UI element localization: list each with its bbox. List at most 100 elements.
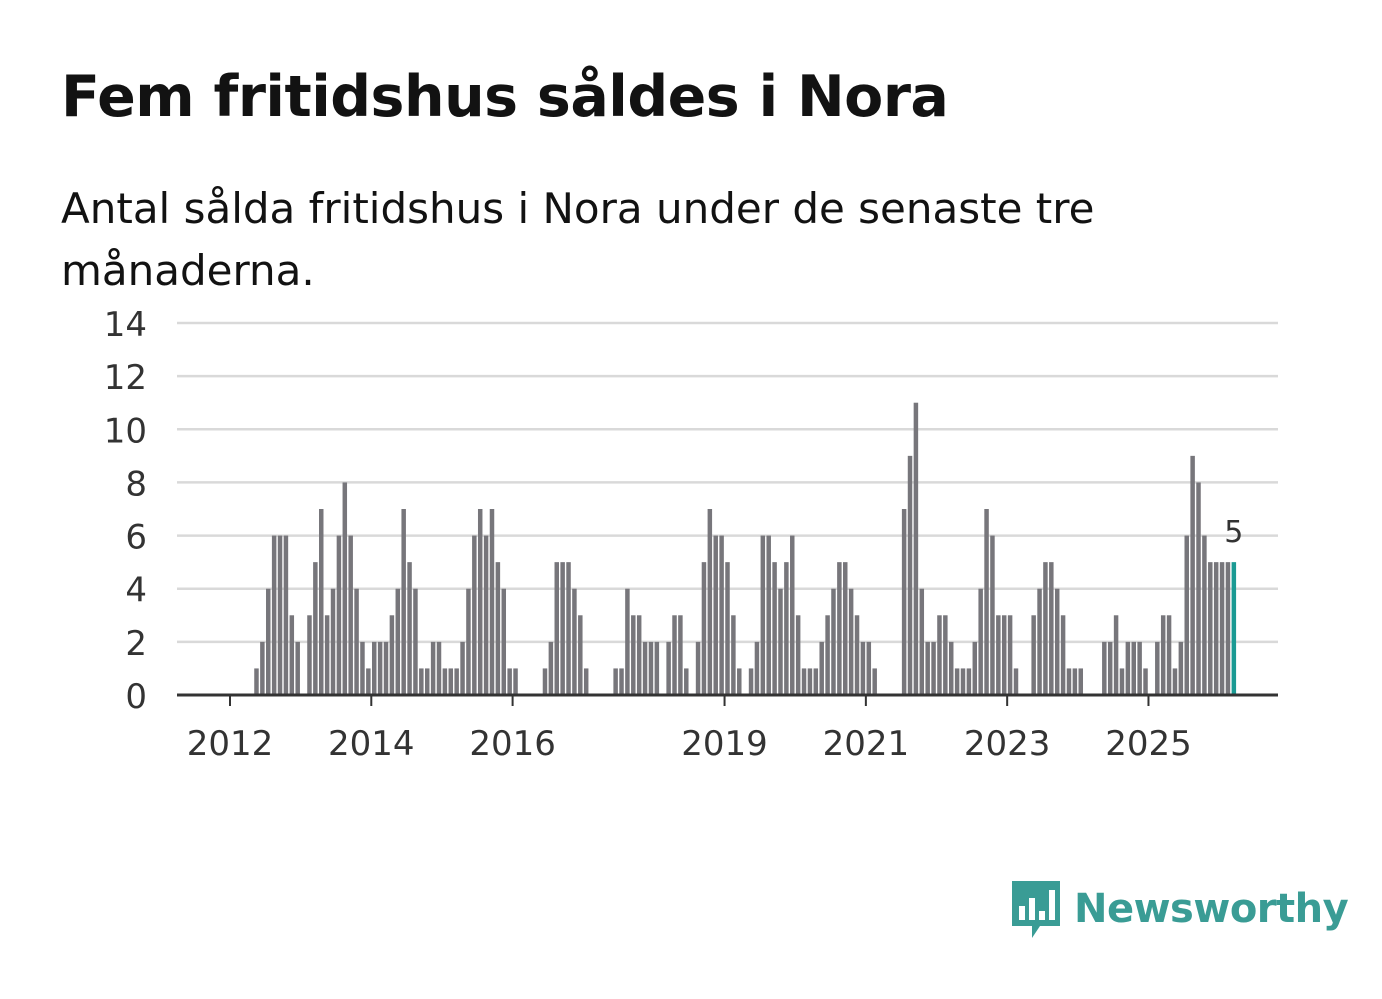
bar bbox=[513, 668, 518, 695]
x-axis: 2012 2014 2016 2019 2021 2023 2025 bbox=[177, 693, 1278, 764]
gridlines bbox=[177, 321, 1278, 644]
bar bbox=[1178, 641, 1184, 695]
bar bbox=[401, 509, 406, 695]
bar bbox=[354, 588, 359, 695]
bar bbox=[931, 641, 936, 695]
bar bbox=[548, 641, 554, 695]
bar bbox=[695, 641, 701, 695]
bar bbox=[1013, 668, 1019, 695]
bar bbox=[366, 668, 371, 695]
bar bbox=[684, 668, 689, 695]
bar bbox=[807, 668, 813, 695]
bar bbox=[648, 641, 654, 695]
bar bbox=[1143, 668, 1148, 695]
latest-value-label: 5 bbox=[1224, 515, 1243, 550]
bar bbox=[996, 615, 1001, 695]
y-tick-label: 12 bbox=[104, 358, 147, 398]
bar bbox=[1037, 588, 1042, 695]
bar bbox=[1160, 615, 1166, 695]
bar bbox=[636, 615, 642, 695]
newsworthy-logo: Newsworthy bbox=[1010, 878, 1349, 940]
bar bbox=[254, 668, 259, 695]
bar bbox=[625, 588, 630, 695]
bar bbox=[672, 615, 677, 695]
x-tick-label: 2019 bbox=[681, 724, 768, 764]
bar bbox=[978, 588, 983, 695]
bar bbox=[1184, 535, 1189, 695]
bar bbox=[371, 641, 377, 695]
bar bbox=[413, 588, 418, 695]
bar bbox=[348, 535, 353, 695]
bar bbox=[324, 615, 330, 695]
bar bbox=[1078, 668, 1084, 695]
bar bbox=[866, 641, 872, 695]
bar bbox=[383, 641, 389, 695]
bar bbox=[901, 509, 907, 695]
bar bbox=[725, 562, 730, 695]
bar bbox=[407, 562, 412, 695]
bar bbox=[784, 562, 789, 695]
bar bbox=[436, 641, 442, 695]
bar bbox=[448, 668, 454, 695]
bar bbox=[1007, 615, 1013, 695]
bar bbox=[419, 668, 424, 695]
bar bbox=[1166, 615, 1172, 695]
bar bbox=[330, 588, 336, 695]
bar bbox=[1060, 615, 1066, 695]
bar bbox=[719, 535, 724, 695]
bar bbox=[1054, 588, 1060, 695]
bar bbox=[1213, 562, 1219, 695]
bar bbox=[713, 535, 718, 695]
bar-latest bbox=[1231, 562, 1237, 695]
bar bbox=[489, 509, 495, 695]
bar bbox=[613, 668, 618, 695]
bar bbox=[307, 615, 312, 695]
bar bbox=[825, 615, 830, 695]
bar bbox=[1043, 562, 1048, 695]
bar bbox=[1049, 562, 1054, 695]
bar bbox=[766, 535, 771, 695]
bar bbox=[313, 562, 318, 695]
bar bbox=[430, 641, 436, 695]
bar bbox=[1137, 641, 1142, 695]
bar bbox=[477, 509, 483, 695]
x-tick-label: 2023 bbox=[964, 724, 1051, 764]
bar bbox=[772, 562, 777, 695]
bar bbox=[854, 615, 860, 695]
y-tick-label: 0 bbox=[125, 677, 147, 717]
annotations: 5 bbox=[1224, 515, 1243, 550]
bar bbox=[813, 668, 819, 695]
bar bbox=[1066, 668, 1072, 695]
x-tick-label: 2014 bbox=[328, 724, 415, 764]
x-tick-label: 2012 bbox=[187, 724, 274, 764]
bar bbox=[837, 562, 842, 695]
bar bbox=[642, 641, 648, 695]
bar bbox=[360, 641, 365, 695]
bar bbox=[389, 615, 395, 695]
bar bbox=[860, 641, 866, 695]
bar bbox=[342, 482, 348, 695]
x-tick-label: 2016 bbox=[469, 724, 556, 764]
bar bbox=[966, 668, 972, 695]
y-tick-label: 2 bbox=[125, 624, 147, 664]
bar bbox=[1001, 615, 1007, 695]
bar bbox=[472, 535, 477, 695]
bar bbox=[1102, 641, 1107, 695]
brand-name: Newsworthy bbox=[1074, 886, 1349, 932]
bar bbox=[572, 588, 577, 695]
bar bbox=[1119, 668, 1125, 695]
y-tick-label: 6 bbox=[125, 518, 147, 558]
bar bbox=[925, 641, 930, 695]
bar bbox=[1172, 668, 1178, 695]
bar bbox=[819, 641, 824, 695]
bar bbox=[843, 562, 848, 695]
bar bbox=[566, 562, 571, 695]
bar bbox=[495, 562, 501, 695]
bar bbox=[737, 668, 742, 695]
bar bbox=[990, 535, 995, 695]
bar bbox=[483, 535, 489, 695]
bar bbox=[283, 535, 289, 695]
bar bbox=[701, 562, 707, 695]
bar bbox=[1107, 641, 1113, 695]
